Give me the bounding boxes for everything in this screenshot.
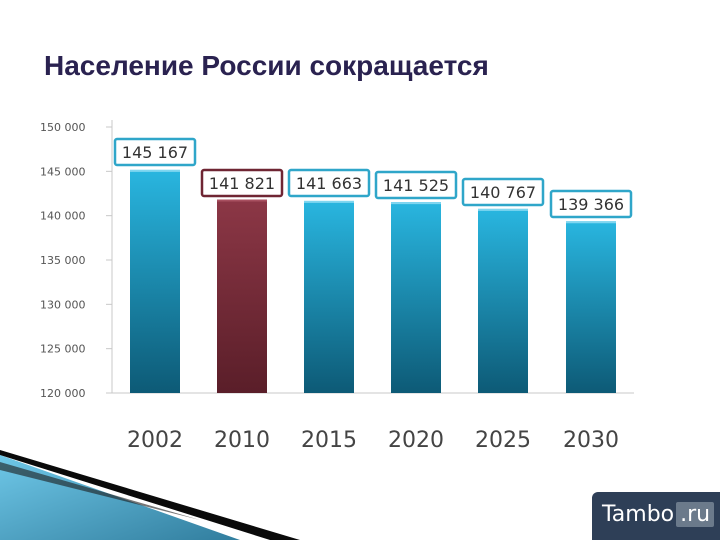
value-label-box [200, 168, 284, 198]
bar [391, 202, 441, 393]
value-label-box [287, 168, 371, 198]
x-tick-label: 2015 [301, 428, 357, 453]
y-tick-label: 145 000 [40, 165, 86, 178]
brand-logo: Tambo .ru [602, 502, 715, 527]
value-label: 139 366 [558, 195, 624, 214]
x-tick-label: 2020 [388, 428, 444, 453]
y-tick-label: 140 000 [40, 210, 86, 223]
value-label: 145 167 [122, 143, 188, 162]
x-tick-label: 2010 [214, 428, 270, 453]
x-tick-label: 2002 [127, 428, 183, 453]
value-label-box [374, 170, 458, 200]
bar [217, 199, 267, 393]
bar [130, 169, 180, 393]
value-label: 141 525 [383, 176, 449, 195]
value-label-box [461, 177, 545, 207]
y-tick-label: 150 000 [40, 121, 86, 134]
x-tick-label: 2025 [475, 428, 531, 453]
value-label: 141 821 [209, 174, 275, 193]
y-tick-label: 120 000 [40, 387, 86, 400]
brand-name: Tambo [602, 502, 675, 527]
corner-decoration [0, 450, 300, 540]
brand-suffix: .ru [676, 502, 715, 527]
value-label-box [549, 189, 633, 219]
bar [304, 200, 354, 393]
bar [566, 221, 616, 393]
bar [478, 208, 528, 393]
value-label: 141 663 [296, 174, 362, 193]
y-tick-label: 125 000 [40, 343, 86, 356]
value-label: 140 767 [470, 183, 536, 202]
y-tick-label: 135 000 [40, 254, 86, 267]
y-tick-label: 130 000 [40, 298, 86, 311]
value-label-box [113, 137, 197, 167]
x-tick-label: 2030 [563, 428, 619, 453]
slide-title: Население России сокращается [44, 50, 489, 81]
